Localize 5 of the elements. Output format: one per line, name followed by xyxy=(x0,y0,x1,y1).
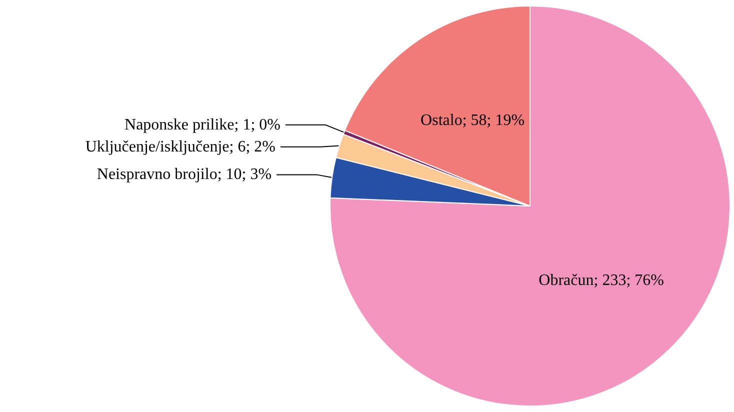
slice-label: Uključenje/isključenje; 6; 2% xyxy=(85,138,276,156)
slice-label: Ostalo; 58; 19% xyxy=(420,112,525,130)
slice-label: Obračun; 233; 76% xyxy=(538,272,664,289)
slice-label: Naponske prilike; 1; 0% xyxy=(124,116,280,134)
slice-label: Neispravno brojilo; 10; 3% xyxy=(96,166,272,184)
